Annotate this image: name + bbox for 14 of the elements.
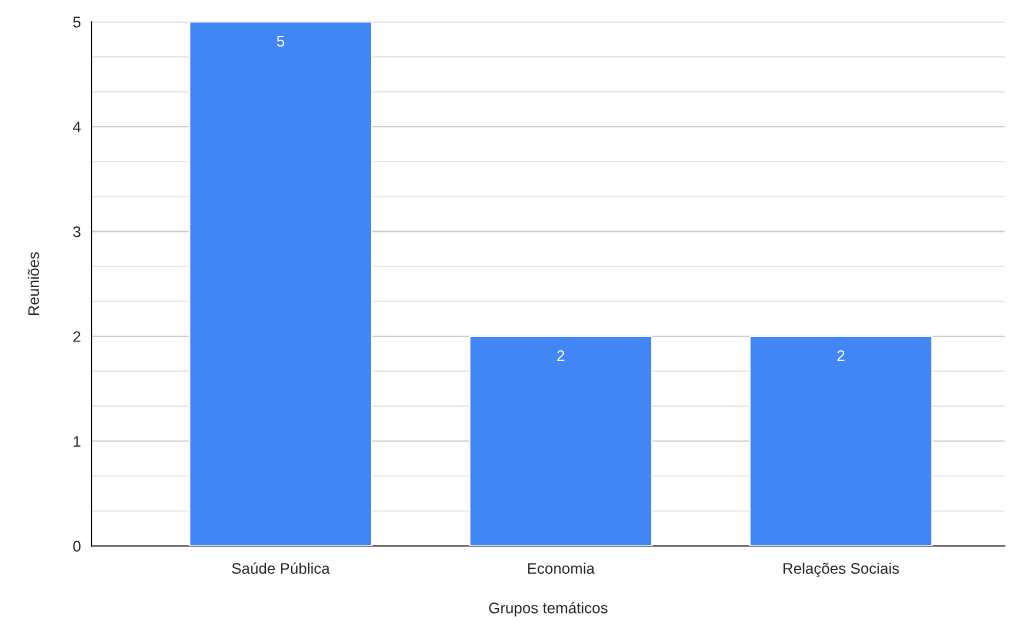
x-tick-label: Relações Sociais — [783, 562, 899, 577]
y-tick-label: 1 — [73, 436, 81, 447]
y-axis-title: Reuniões — [27, 252, 40, 315]
data-label: 2 — [837, 350, 845, 361]
x-tick-label: Economia — [528, 562, 595, 574]
y-tick-label: 5 — [73, 16, 81, 28]
data-label: 2 — [557, 350, 565, 361]
y-tick-label: 3 — [73, 226, 81, 238]
y-tick-label: 2 — [73, 331, 81, 342]
y-tick-label: 0 — [73, 540, 81, 552]
x-axis-title: Grupos temáticos — [489, 601, 608, 617]
data-label: 5 — [276, 35, 285, 47]
y-tick-label: 4 — [72, 121, 81, 133]
x-tick-label: Saúde Pública — [232, 562, 330, 574]
